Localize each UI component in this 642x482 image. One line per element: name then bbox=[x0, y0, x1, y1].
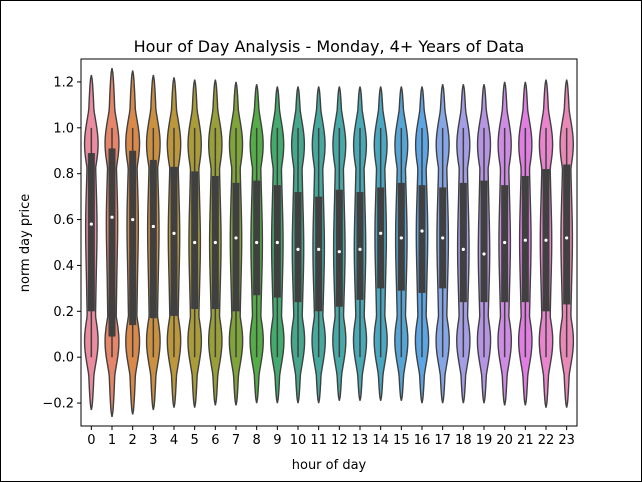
y-tick-label: 1.0 bbox=[53, 121, 74, 136]
median-point-13 bbox=[358, 247, 362, 251]
iqr-box-2 bbox=[129, 150, 137, 326]
x-tick-label: 7 bbox=[232, 433, 240, 448]
median-point-20 bbox=[503, 240, 507, 245]
median-point-0 bbox=[89, 222, 93, 226]
x-tick-label: 2 bbox=[129, 433, 137, 448]
x-tick-label: 18 bbox=[455, 433, 472, 448]
median-point-10 bbox=[296, 247, 300, 251]
x-tick-label: 0 bbox=[87, 433, 95, 448]
median-point-3 bbox=[151, 224, 155, 229]
axes-frame bbox=[80, 58, 578, 427]
iqr-box-12 bbox=[335, 189, 343, 307]
median-point-15 bbox=[399, 236, 403, 240]
x-tick-label: 11 bbox=[310, 433, 327, 448]
median-point-4 bbox=[172, 231, 176, 235]
iqr-box-0 bbox=[87, 153, 95, 312]
iqr-box-5 bbox=[191, 171, 199, 310]
iqr-box-16 bbox=[418, 185, 426, 293]
median-point-5 bbox=[193, 240, 197, 245]
y-tick-label: 0.8 bbox=[53, 167, 74, 182]
median-point-2 bbox=[131, 217, 135, 222]
median-point-17 bbox=[441, 236, 445, 240]
median-point-23 bbox=[565, 236, 569, 240]
x-axis-label: hour of day bbox=[292, 458, 367, 473]
y-tick-label: 0.2 bbox=[53, 305, 74, 320]
x-tick-label: 17 bbox=[434, 433, 451, 448]
median-point-9 bbox=[275, 240, 279, 245]
chart-title: Hour of Day Analysis - Monday, 4+ Years … bbox=[134, 37, 525, 56]
x-tick-label: 20 bbox=[496, 433, 513, 448]
iqr-box-19 bbox=[480, 180, 488, 303]
y-tick-label: 0.6 bbox=[53, 213, 74, 228]
x-tick-label: 16 bbox=[414, 433, 431, 448]
x-tick-label: 12 bbox=[331, 433, 348, 448]
median-point-1 bbox=[110, 215, 114, 219]
median-point-18 bbox=[461, 247, 465, 251]
iqr-box-18 bbox=[459, 182, 467, 303]
iqr-box-1 bbox=[108, 148, 116, 337]
iqr-box-14 bbox=[377, 187, 385, 289]
iqr-box-11 bbox=[315, 196, 323, 312]
x-axis: 0 1 2 3 4 5 6 7 8 9 10 11 12 13 14 15 16 17 18 19 20 21 22 23 bbox=[87, 426, 575, 448]
x-tick-label: 15 bbox=[393, 433, 410, 448]
median-point-16 bbox=[420, 229, 424, 233]
x-tick-label: 21 bbox=[517, 433, 534, 448]
median-point-6 bbox=[213, 240, 217, 245]
x-tick-label: 23 bbox=[558, 433, 575, 448]
iqr-box-13 bbox=[356, 192, 364, 300]
y-axis: −0.2 0.0 0.2 0.4 0.6 0.8 1.0 1.2 bbox=[42, 75, 81, 412]
x-tick-label: 14 bbox=[372, 433, 389, 448]
median-point-8 bbox=[255, 240, 259, 245]
x-tick-label: 4 bbox=[170, 433, 178, 448]
median-point-7 bbox=[234, 236, 238, 240]
x-tick-label: 8 bbox=[253, 433, 261, 448]
y-tick-label: −0.2 bbox=[42, 397, 74, 412]
median-point-12 bbox=[337, 250, 341, 254]
x-tick-label: 19 bbox=[476, 433, 493, 448]
x-tick-label: 3 bbox=[149, 433, 157, 448]
x-tick-label: 9 bbox=[273, 433, 281, 448]
x-tick-label: 22 bbox=[538, 433, 555, 448]
y-tick-label: 1.2 bbox=[53, 75, 74, 90]
y-axis-label: norm day price bbox=[18, 194, 33, 293]
iqr-box-7 bbox=[232, 182, 240, 312]
plot-marks bbox=[83, 68, 575, 417]
x-tick-label: 10 bbox=[290, 433, 307, 448]
x-tick-label: 13 bbox=[352, 433, 369, 448]
x-tick-label: 5 bbox=[191, 433, 199, 448]
median-point-14 bbox=[379, 231, 383, 235]
iqr-box-3 bbox=[149, 159, 157, 319]
iqr-box-23 bbox=[563, 164, 571, 305]
median-point-21 bbox=[523, 238, 527, 242]
y-tick-label: 0.4 bbox=[53, 259, 74, 274]
x-tick-label: 1 bbox=[108, 433, 116, 448]
iqr-box-10 bbox=[294, 192, 302, 303]
iqr-box-8 bbox=[253, 180, 261, 296]
iqr-box-4 bbox=[170, 166, 178, 316]
x-tick-label: 6 bbox=[211, 433, 219, 448]
median-point-19 bbox=[482, 252, 486, 256]
median-point-11 bbox=[317, 247, 321, 251]
y-tick-label: 0.0 bbox=[53, 351, 74, 366]
median-point-22 bbox=[544, 238, 548, 242]
